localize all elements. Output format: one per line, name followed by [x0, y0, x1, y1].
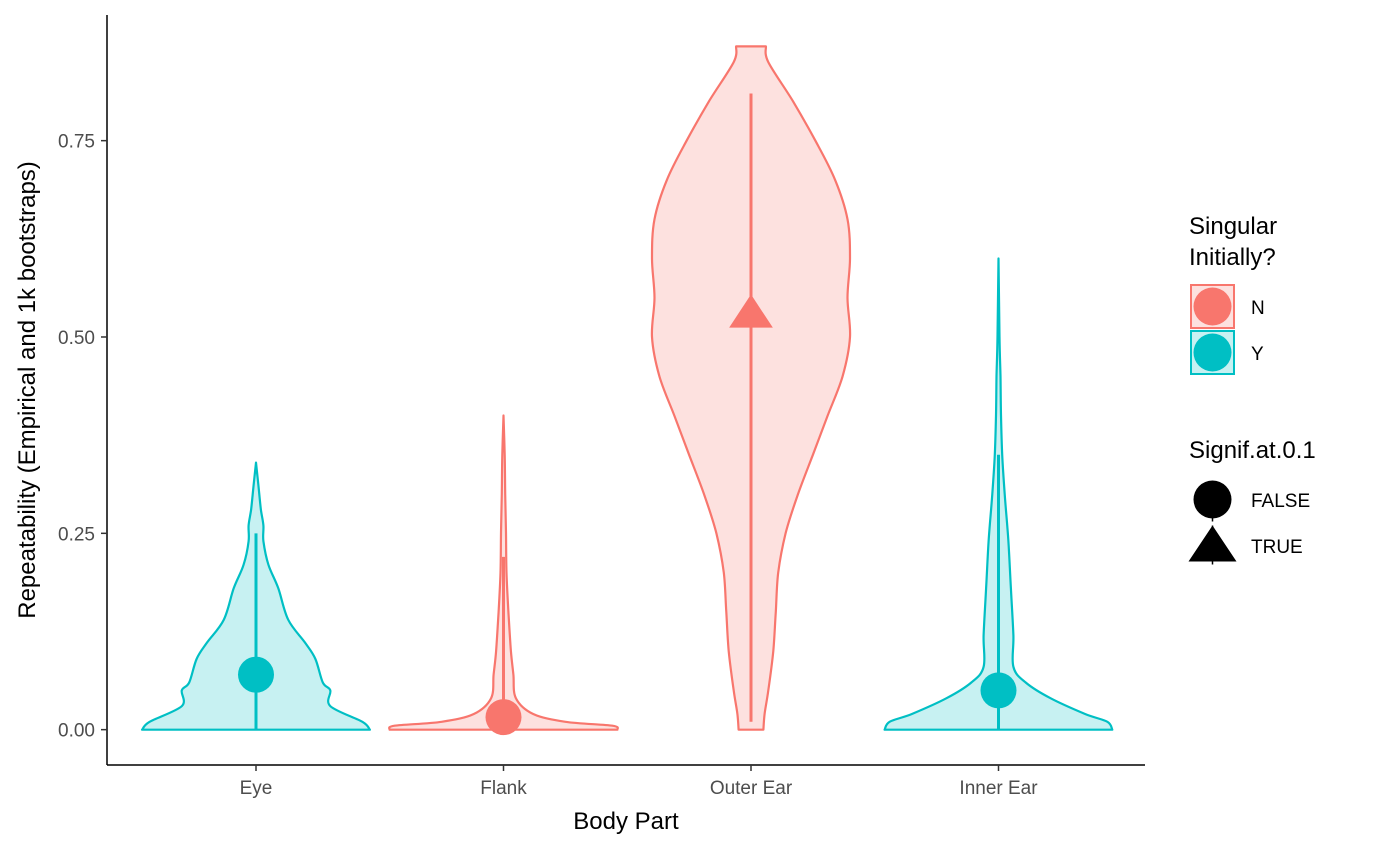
legend-shape-true: TRUE [1188, 525, 1303, 565]
y-tick-label: 0.50 [58, 328, 95, 349]
legend-shape-title: Signif.at.0.1 [1189, 437, 1316, 464]
legend-shape-keys: FALSE TRUE [1188, 480, 1310, 565]
legend-color-title-line1: Singular [1189, 213, 1277, 240]
violins-group [141, 45, 1114, 736]
x-ticks: Eye Flank Outer Ear Inner Ear [240, 765, 1038, 799]
estimate-point [485, 699, 522, 736]
legend: Singular Initially? NY Signif.at.0.1 FAL… [1188, 213, 1316, 565]
x-tick-label: Outer Ear [710, 778, 793, 799]
legend-color-title-line2: Initially? [1189, 244, 1276, 271]
x-tick-label: Inner Ear [959, 778, 1038, 799]
legend-label: FALSE [1251, 491, 1310, 512]
estimate-point [980, 672, 1017, 709]
estimate-point [238, 656, 274, 693]
legend-shape-false: FALSE [1193, 480, 1310, 522]
violin-flank [388, 414, 619, 736]
legend-key-n: N [1190, 284, 1265, 329]
x-axis-title: Body Part [573, 808, 679, 835]
x-tick-label: Eye [240, 778, 273, 799]
violin-outer-ear [650, 45, 852, 731]
legend-swatch-point [1193, 333, 1232, 372]
y-tick-label: 0.25 [58, 524, 95, 545]
y-ticks: 0.00 0.25 0.50 0.75 [58, 132, 107, 742]
y-tick-label: 0.75 [58, 132, 95, 153]
legend-label: N [1251, 298, 1265, 319]
legend-color-keys: NY [1190, 284, 1265, 375]
legend-key-y: Y [1190, 330, 1264, 375]
legend-label: Y [1251, 344, 1264, 365]
violin-eye [141, 461, 371, 731]
x-tick-label: Flank [480, 778, 527, 799]
legend-label: TRUE [1251, 537, 1303, 558]
estimate-triangle [729, 294, 773, 328]
violin-inner-ear [883, 257, 1114, 731]
y-axis-title: Repeatability (Empirical and 1k bootstra… [14, 161, 41, 619]
legend-swatch-point [1193, 287, 1232, 326]
y-tick-label: 0.00 [58, 721, 95, 742]
